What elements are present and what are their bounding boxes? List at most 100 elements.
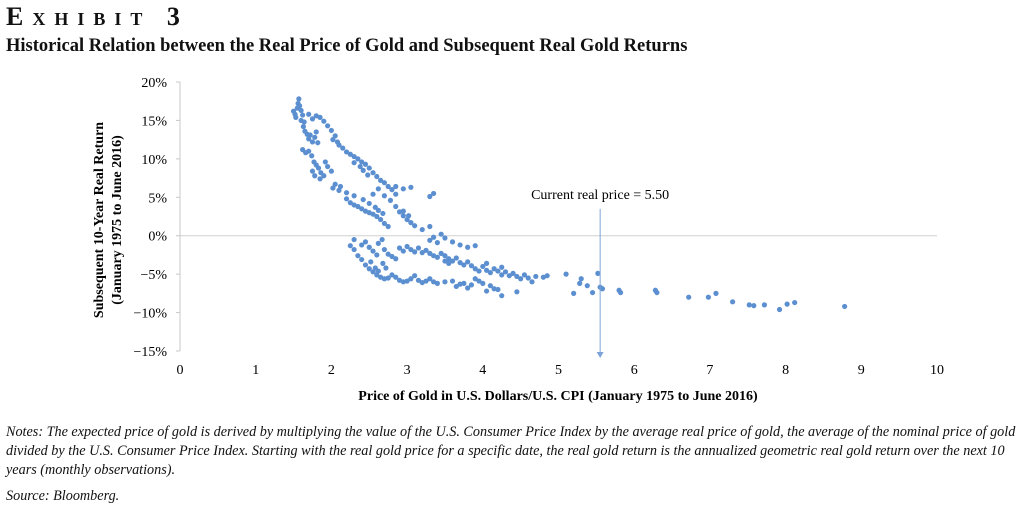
data-point [457, 260, 463, 266]
data-point [457, 242, 463, 248]
data-point [589, 289, 596, 296]
data-point [370, 191, 376, 197]
data-point [385, 223, 391, 230]
data-point [483, 288, 490, 294]
data-point [453, 283, 459, 290]
data-point [343, 190, 350, 196]
data-point [312, 173, 318, 179]
data-point [427, 250, 433, 256]
data-point [362, 239, 369, 245]
data-point [347, 243, 353, 249]
data-point [406, 213, 412, 219]
y-tick-label: 0% [148, 230, 167, 245]
data-point [368, 259, 374, 265]
data-point [293, 114, 299, 120]
data-point [499, 293, 505, 299]
data-point [400, 186, 406, 192]
data-point [438, 250, 444, 256]
data-point [355, 203, 361, 210]
source-text: Source: Bloomberg. [6, 488, 120, 504]
data-point [472, 276, 478, 282]
data-point [487, 270, 493, 276]
data-point [362, 262, 369, 268]
data-point [461, 280, 467, 286]
data-point [480, 280, 486, 286]
data-point [389, 187, 395, 193]
data-point [571, 290, 577, 296]
x-tick-label: 9 [858, 363, 865, 378]
data-point [404, 278, 410, 284]
data-point [446, 260, 452, 266]
data-point [387, 197, 394, 203]
data-point [529, 279, 535, 285]
data-point [746, 302, 752, 308]
data-point [427, 223, 433, 230]
data-point [315, 140, 321, 146]
data-point [330, 185, 336, 191]
data-point [366, 200, 372, 207]
data-point [713, 290, 719, 296]
data-point [430, 234, 437, 240]
data-point [380, 210, 386, 217]
data-point [751, 303, 757, 309]
data-point [328, 168, 334, 174]
data-point [347, 200, 353, 206]
data-point [468, 263, 475, 269]
data-point [381, 193, 387, 199]
data-point [309, 168, 316, 174]
data-point [461, 262, 467, 268]
data-point [362, 161, 369, 167]
data-point [381, 220, 387, 227]
data-point [296, 96, 302, 102]
data-point [375, 240, 381, 246]
data-point [449, 278, 456, 284]
data-point [423, 247, 429, 253]
data-point [842, 303, 848, 310]
data-point [360, 196, 366, 203]
data-point [525, 275, 531, 281]
data-point [427, 237, 433, 243]
data-point [408, 246, 414, 253]
data-point [378, 216, 384, 223]
data-point [393, 203, 399, 210]
data-point [563, 271, 569, 277]
data-point [476, 268, 482, 274]
data-point [370, 248, 376, 254]
data-point [480, 263, 486, 270]
x-tick-label: 5 [555, 363, 562, 378]
data-point [686, 294, 692, 300]
data-point [465, 259, 471, 265]
data-point [584, 283, 590, 289]
data-point [442, 235, 448, 241]
y-tick-label: −10% [133, 307, 167, 322]
data-point [400, 248, 406, 254]
data-point [359, 206, 365, 212]
data-point [321, 173, 327, 179]
data-point [343, 196, 350, 202]
data-point [351, 160, 357, 166]
data-point [476, 278, 482, 284]
x-tick-label: 10 [930, 363, 944, 378]
y-tick-label: 10% [141, 153, 167, 168]
data-point [438, 231, 444, 237]
x-tick-label: 2 [328, 363, 335, 378]
data-point [396, 245, 403, 251]
data-point [317, 114, 323, 120]
data-point [518, 276, 524, 282]
data-point [393, 183, 399, 190]
x-axis-label: Price of Gold in U.S. Dollars/U.S. CPI (… [358, 389, 758, 404]
x-tick-label: 8 [782, 363, 789, 378]
data-point [761, 302, 768, 308]
data-point [514, 273, 520, 280]
data-point [533, 273, 539, 280]
data-point [776, 306, 783, 313]
data-point [499, 272, 505, 278]
exhibit-label: Exhibit 3 [6, 2, 189, 31]
data-point [400, 213, 406, 219]
data-point [366, 165, 372, 171]
data-point [483, 267, 490, 273]
y-tick-label: −5% [140, 268, 167, 283]
x-tick-label: 6 [631, 363, 638, 378]
data-point [309, 153, 315, 159]
current-price-arrowhead [596, 352, 604, 358]
